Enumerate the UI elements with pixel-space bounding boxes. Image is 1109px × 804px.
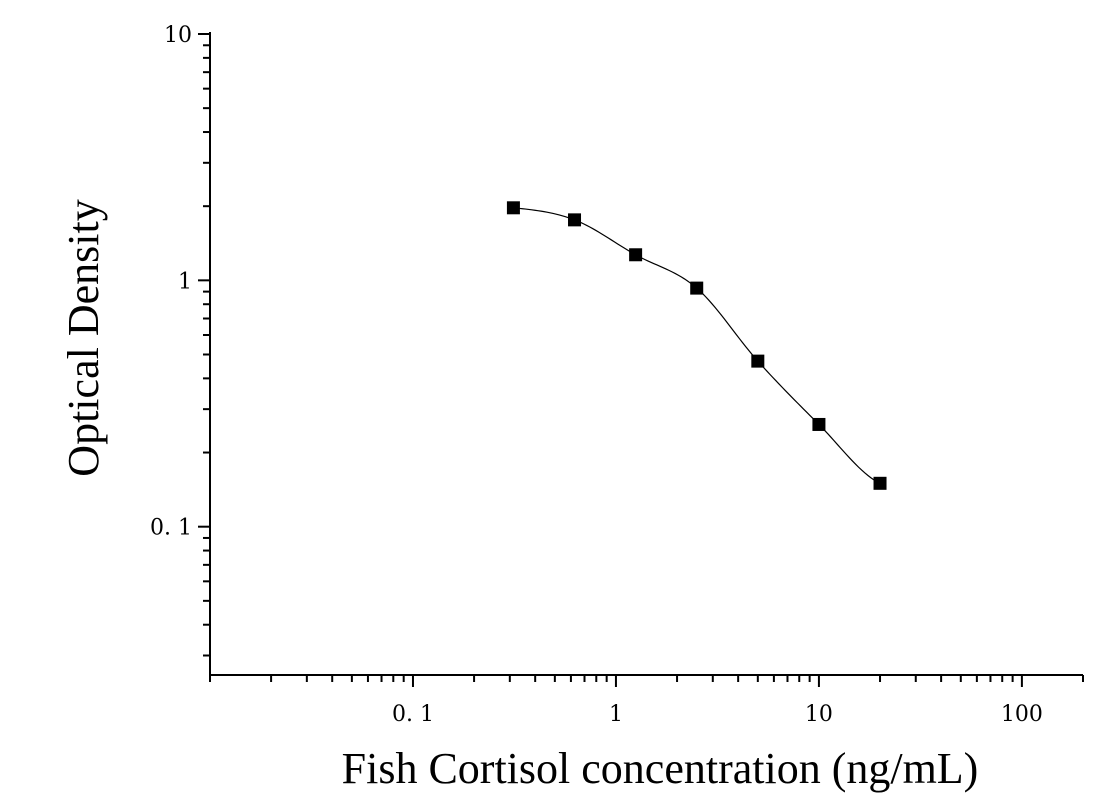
data-point <box>751 354 765 368</box>
data-point <box>629 248 643 262</box>
data-point <box>812 417 826 431</box>
x-tick-label: 100 <box>1001 702 1043 727</box>
data-point <box>873 476 887 490</box>
fit-curve <box>513 207 881 484</box>
y-tick-label: 1 <box>178 269 192 294</box>
data-point <box>568 213 582 227</box>
y-tick-label: 0. 1 <box>150 516 192 541</box>
data-point <box>506 201 520 215</box>
data-point <box>690 281 704 295</box>
x-tick-label: 0. 1 <box>392 702 434 727</box>
y-tick-label: 10 <box>164 23 192 48</box>
x-tick-label: 10 <box>805 702 833 727</box>
x-tick-label: 1 <box>609 702 623 727</box>
x-axis-title: Fish Cortisol concentration (ng/mL) <box>342 744 979 793</box>
y-axis-title: Optical Density <box>59 199 108 476</box>
